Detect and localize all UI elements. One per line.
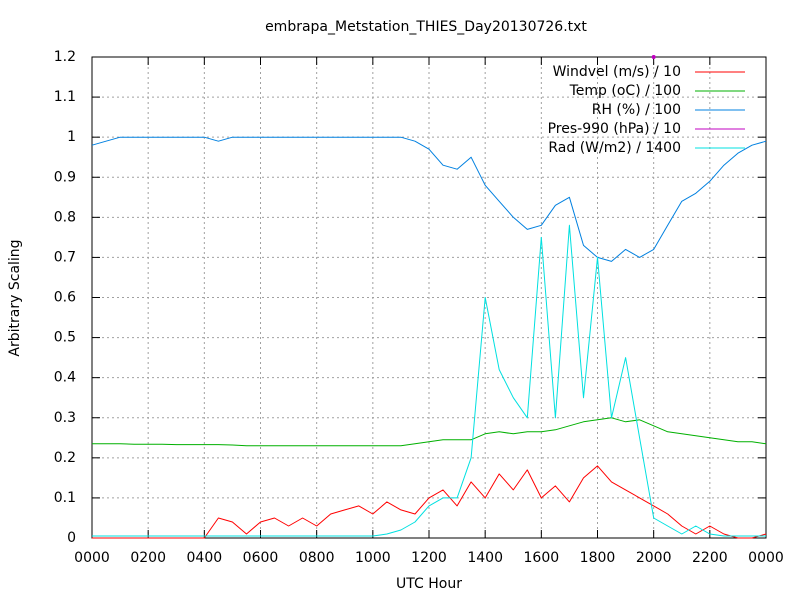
y-tick-label: 1.2 — [54, 49, 76, 65]
x-tick-label: 0000 — [748, 550, 784, 566]
x-axis-label: UTC Hour — [396, 576, 462, 592]
x-tick-label: 0200 — [130, 550, 166, 566]
x-tick-label: 1800 — [580, 550, 616, 566]
legend-label: Rad (W/m2) / 1400 — [548, 140, 681, 156]
x-tick-label: 0400 — [187, 550, 223, 566]
y-axis-label: Arbitrary Scaling — [7, 239, 23, 356]
plot-border — [91, 56, 767, 539]
y-tick-label: 0.7 — [54, 249, 76, 265]
data-line — [92, 465, 767, 539]
x-tick-label: 1000 — [355, 550, 391, 566]
y-tick-label: 1 — [67, 129, 76, 145]
legend-label: Windvel (m/s) / 10 — [553, 64, 681, 80]
x-tick-label: 0000 — [74, 550, 110, 566]
legend-label: Pres-990 (hPa) / 10 — [548, 121, 681, 137]
x-tick-label: 1400 — [467, 550, 503, 566]
chart-title: embrapa_Metstation_THIES_Day20130726.txt — [265, 19, 587, 35]
data-line — [92, 417, 767, 447]
y-tick-label: 1.1 — [54, 89, 76, 105]
x-tick-label: 0600 — [243, 550, 279, 566]
y-tick-label: 0.3 — [54, 410, 76, 426]
y-tick-label: 0.8 — [54, 209, 76, 225]
x-tick-label: 0800 — [299, 550, 335, 566]
y-tick-label: 0.4 — [54, 370, 76, 386]
y-tick-label: 0.5 — [54, 330, 76, 346]
y-tick-label: 0.9 — [54, 169, 76, 185]
data-line — [91, 136, 767, 262]
y-tick-label: 0 — [67, 530, 76, 546]
x-tick-label: 2200 — [692, 550, 728, 566]
x-tick-label: 1200 — [411, 550, 447, 566]
legend-label: RH (%) / 100 — [592, 102, 681, 118]
y-tick-label: 0.6 — [54, 290, 76, 306]
y-tick-label: 0.2 — [54, 450, 76, 466]
y-tick-label: 0.1 — [54, 490, 76, 506]
x-tick-label: 1600 — [524, 550, 560, 566]
x-tick-label: 2000 — [636, 550, 672, 566]
data-line — [92, 224, 766, 537]
legend-label: Temp (oC) / 100 — [569, 83, 681, 99]
